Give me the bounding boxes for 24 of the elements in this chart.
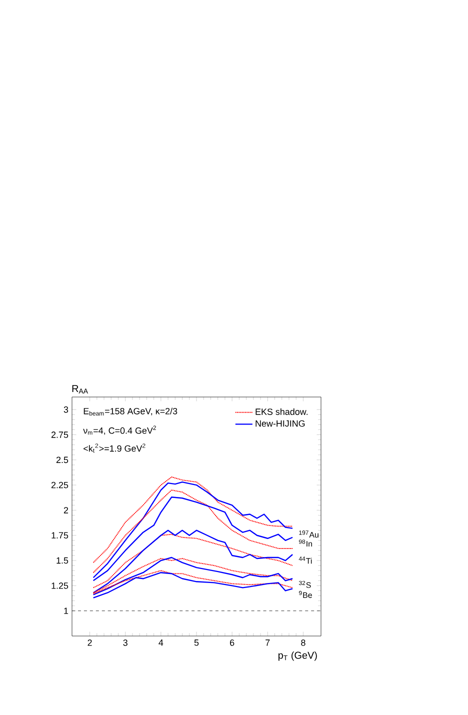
x-tick-label: 4 [158, 640, 164, 646]
x-axis-title: p$_{T}$ (GeV) [278, 651, 317, 661]
line-series [92, 476, 294, 564]
x-tick-label: 3 [123, 640, 128, 646]
legend-label: New-HIJING [256, 420, 305, 427]
x-tick-label: 5 [194, 640, 199, 646]
y-tick-label: 1.5 [56, 557, 68, 564]
y-tick-label: 1.25 [52, 582, 68, 589]
x-tick-label: 8 [301, 640, 306, 646]
annotation: ν$_{m}$=4, C=0.4 GeV$^{2}$ [83, 426, 156, 435]
annotation: E$_{beam}$=158 AGeV, κ=2/3 [84, 408, 178, 416]
annotation: <k$_{t}$$^{2}$>=1.9 GeV$^{2}$ [84, 444, 146, 453]
y-tick-label: 2.75 [51, 432, 68, 438]
x-tick-label: 2 [88, 640, 92, 646]
y-tick-label: 1.75 [52, 532, 68, 538]
x-tick-label: 7 [266, 640, 270, 646]
y-tick-label: 2.5 [56, 456, 68, 464]
y-tick-label: 2 [64, 507, 68, 514]
y-tick-label: 2.25 [51, 482, 68, 488]
y-tick-label: 1 [64, 608, 68, 614]
y-axis-title: R$_{AA}$ [72, 385, 88, 394]
legend-label: EKS shadow. [256, 408, 308, 415]
y-tick-label: 3 [64, 406, 68, 413]
x-tick-label: 6 [230, 640, 234, 646]
